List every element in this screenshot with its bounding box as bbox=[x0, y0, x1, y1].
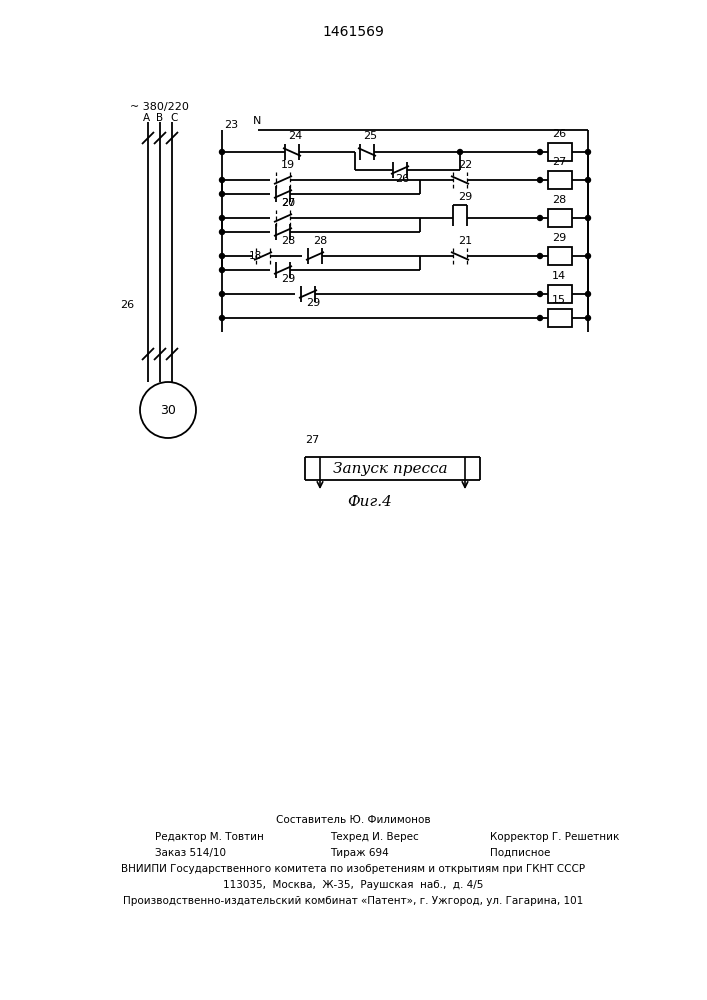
Circle shape bbox=[219, 192, 225, 196]
Text: 27: 27 bbox=[281, 198, 296, 208]
Text: ~ 380/220: ~ 380/220 bbox=[130, 102, 189, 112]
Circle shape bbox=[140, 382, 196, 438]
Circle shape bbox=[219, 292, 225, 296]
Text: 19: 19 bbox=[281, 160, 295, 170]
Bar bbox=[548, 285, 572, 303]
Text: 14: 14 bbox=[552, 271, 566, 281]
Text: 26: 26 bbox=[395, 174, 409, 184]
Bar bbox=[548, 209, 572, 227]
Circle shape bbox=[219, 253, 225, 258]
Circle shape bbox=[537, 216, 542, 221]
Text: 29: 29 bbox=[458, 192, 472, 202]
Text: 22: 22 bbox=[458, 160, 472, 170]
Circle shape bbox=[219, 316, 225, 320]
Circle shape bbox=[585, 316, 590, 320]
Bar bbox=[548, 309, 572, 327]
Text: 28: 28 bbox=[552, 195, 566, 205]
Text: 21: 21 bbox=[458, 236, 472, 246]
Text: 113035,  Москва,  Ж-35,  Раушская  наб.,  д. 4/5: 113035, Москва, Ж-35, Раушская наб., д. … bbox=[223, 880, 483, 890]
Text: 29: 29 bbox=[281, 274, 296, 284]
Circle shape bbox=[537, 253, 542, 258]
Text: Заказ 514/10: Заказ 514/10 bbox=[155, 848, 226, 858]
Text: Подписное: Подписное bbox=[490, 848, 550, 858]
Circle shape bbox=[585, 149, 590, 154]
Text: 26: 26 bbox=[552, 129, 566, 139]
Text: 29: 29 bbox=[306, 298, 320, 308]
Text: Тираж 694: Тираж 694 bbox=[330, 848, 389, 858]
Circle shape bbox=[219, 230, 225, 234]
Circle shape bbox=[537, 149, 542, 154]
Text: 20: 20 bbox=[281, 198, 295, 208]
Circle shape bbox=[585, 178, 590, 182]
Circle shape bbox=[537, 292, 542, 296]
Text: 1461569: 1461569 bbox=[322, 25, 384, 39]
Text: 30: 30 bbox=[160, 403, 176, 416]
Text: Составитель Ю. Филимонов: Составитель Ю. Филимонов bbox=[276, 815, 431, 825]
Circle shape bbox=[457, 149, 462, 154]
Text: 29: 29 bbox=[552, 233, 566, 243]
Text: Техред И. Верес: Техред И. Верес bbox=[330, 832, 419, 842]
Text: 27: 27 bbox=[305, 435, 320, 445]
Text: ВНИИПИ Государственного комитета по изобретениям и открытиям при ГКНТ СССР: ВНИИПИ Государственного комитета по изоб… bbox=[121, 864, 585, 874]
Text: Производственно-издательский комбинат «Патент», г. Ужгород, ул. Гагарина, 101: Производственно-издательский комбинат «П… bbox=[123, 896, 583, 906]
Circle shape bbox=[585, 292, 590, 296]
Circle shape bbox=[219, 149, 225, 154]
Text: B: B bbox=[156, 113, 163, 123]
Text: Запуск пресса: Запуск пресса bbox=[333, 462, 448, 476]
Text: 28: 28 bbox=[313, 236, 327, 246]
Circle shape bbox=[219, 178, 225, 182]
Circle shape bbox=[219, 267, 225, 272]
Text: A: A bbox=[142, 113, 150, 123]
Circle shape bbox=[537, 178, 542, 182]
Text: 18: 18 bbox=[249, 251, 262, 261]
Text: C: C bbox=[170, 113, 177, 123]
Text: 25: 25 bbox=[363, 131, 377, 141]
Circle shape bbox=[585, 253, 590, 258]
Circle shape bbox=[537, 316, 542, 320]
Text: 15: 15 bbox=[552, 295, 566, 305]
Text: 24: 24 bbox=[288, 131, 303, 141]
Circle shape bbox=[219, 216, 225, 221]
Text: 28: 28 bbox=[281, 236, 296, 246]
Text: 27: 27 bbox=[552, 157, 566, 167]
Text: Корректор Г. Решетник: Корректор Г. Решетник bbox=[490, 832, 619, 842]
Bar bbox=[548, 171, 572, 189]
Text: N: N bbox=[253, 116, 262, 126]
Text: 26: 26 bbox=[120, 300, 134, 310]
Bar bbox=[548, 143, 572, 161]
Text: Фиг.4: Фиг.4 bbox=[348, 495, 392, 509]
Text: 23: 23 bbox=[224, 120, 238, 130]
Circle shape bbox=[585, 216, 590, 221]
Bar bbox=[548, 247, 572, 265]
Text: Редактор М. Товтин: Редактор М. Товтин bbox=[155, 832, 264, 842]
